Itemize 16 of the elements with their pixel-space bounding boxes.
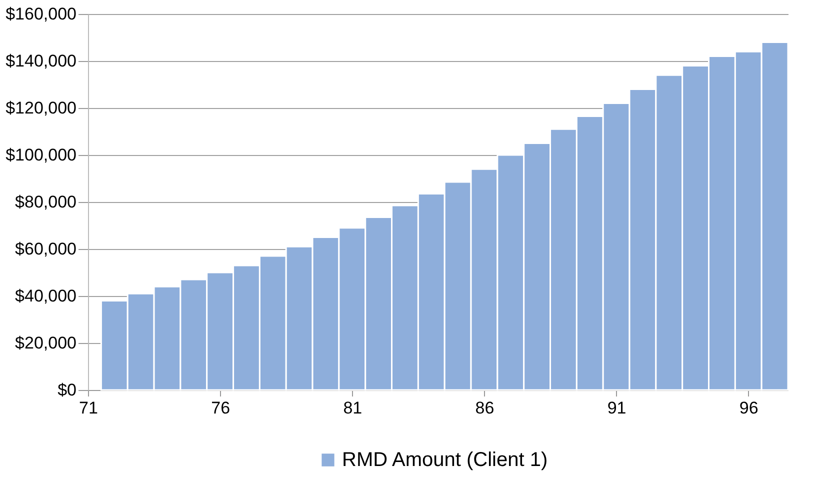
y-tick-label: $0 — [58, 380, 76, 400]
legend-label: RMD Amount (Client 1) — [342, 449, 548, 471]
x-tick-label: 91 — [607, 398, 626, 418]
x-tick-label: 86 — [475, 398, 494, 418]
x-tick-label: 71 — [79, 398, 98, 418]
y-tick-label: $140,000 — [6, 52, 76, 70]
y-tick-label: $120,000 — [6, 98, 76, 118]
y-tick-label: $160,000 — [6, 4, 76, 24]
x-tick-label: 81 — [343, 398, 362, 418]
y-tick-label: $100,000 — [6, 146, 76, 164]
x-tick-label: 96 — [739, 398, 758, 418]
y-tick-label: $40,000 — [15, 286, 76, 306]
y-tick-label: $20,000 — [15, 334, 76, 352]
y-tick-label: $60,000 — [15, 240, 76, 258]
x-tick-label: 76 — [211, 398, 230, 418]
y-tick-label: $80,000 — [15, 192, 76, 212]
